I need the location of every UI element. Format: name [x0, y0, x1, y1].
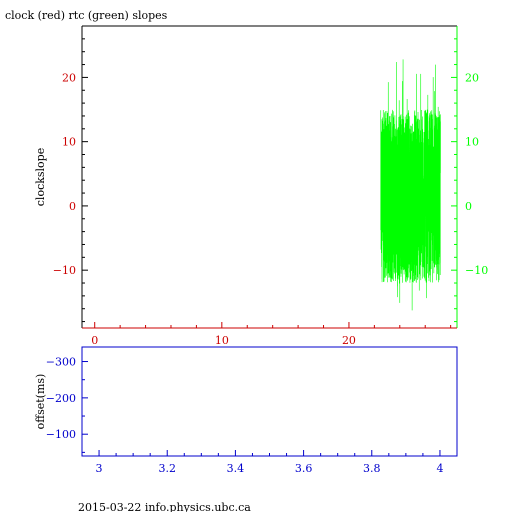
x-tick-label: 0 — [91, 334, 98, 347]
y-tick-label-left: 10 — [62, 136, 76, 149]
offset-y-axis-label: offset(ms) — [34, 374, 47, 430]
footer-text: 2015-03-22 info.physics.ubc.ca — [78, 501, 251, 512]
y-axis-label: clockslope — [34, 148, 47, 206]
offset-x-tick-label: 3.2 — [158, 462, 176, 475]
y-tick-label-right: 20 — [465, 71, 479, 84]
offset-x-tick-label: 3.8 — [363, 462, 381, 475]
y-tick-label-left: 20 — [62, 71, 76, 84]
y-tick-label-right: 0 — [465, 200, 472, 213]
y-tick-label-left: 0 — [69, 200, 76, 213]
y-tick-label-left: −10 — [53, 264, 76, 277]
offset-x-tick-label: 3.6 — [295, 462, 313, 475]
x-tick-label: 10 — [215, 334, 229, 347]
rtc-slope-series — [380, 59, 441, 311]
offset-y-tick-label: −300 — [46, 356, 76, 369]
offset-x-tick-label: 4 — [436, 462, 443, 475]
offset-y-tick-label: −200 — [46, 392, 76, 405]
offset-x-tick-label: 3 — [96, 462, 103, 475]
offset-x-tick-label: 3.4 — [227, 462, 245, 475]
chart-title: clock (red) rtc (green) slopes — [5, 9, 168, 22]
y-tick-label-right: 10 — [465, 136, 479, 149]
offset-y-tick-label: −100 — [46, 428, 76, 441]
x-tick-label: 20 — [342, 334, 356, 347]
y-tick-label-right: −10 — [465, 264, 488, 277]
offset-frame — [81, 346, 458, 457]
